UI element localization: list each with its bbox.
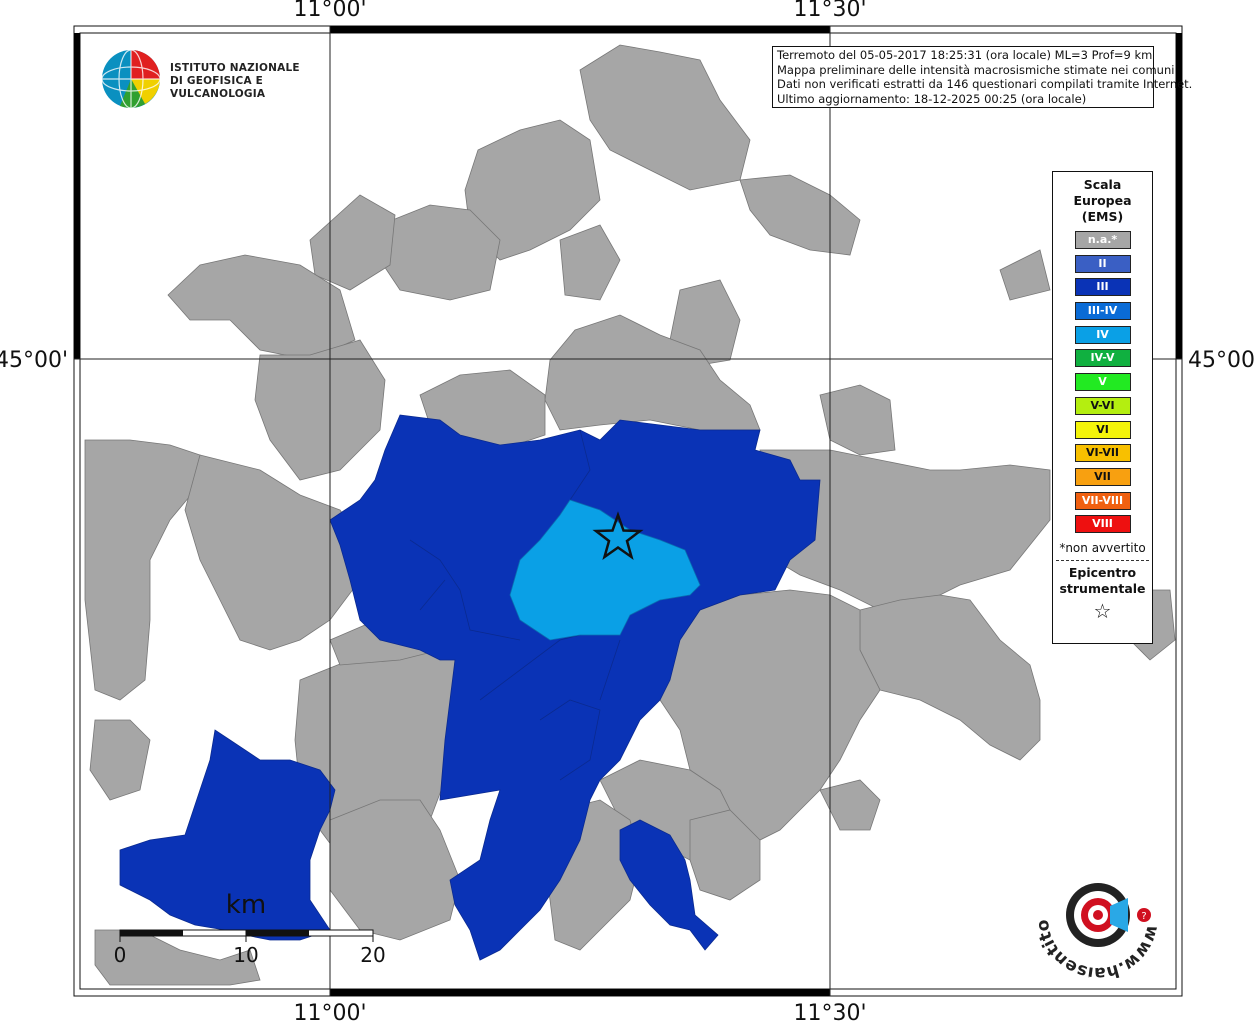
legend-item: IV (1074, 325, 1131, 344)
coord-label-bottom-left: 11°00' (293, 1001, 366, 1024)
legend-title-line3: (EMS) (1081, 209, 1124, 224)
municipalities-na (84, 44, 1176, 986)
ingv-logo-text: ISTITUTO NAZIONALE DI GEOFISICA E VULCAN… (170, 62, 330, 101)
scale-bar-label-10: 10 (233, 943, 258, 967)
legend-item: V (1074, 373, 1131, 392)
legend-epicenter-line1: Epicentro (1068, 565, 1137, 581)
legend-epicenter-line2: strumentale (1059, 581, 1146, 597)
info-line-map-desc: Mappa preliminare delle intensità macros… (777, 62, 1175, 77)
info-line-last-update: Ultimo aggiornamento: 18-12-2025 00:25 (… (777, 91, 1087, 106)
legend-title-line1: Scala (1083, 177, 1122, 192)
legend-item: n.a.* (1074, 231, 1131, 249)
coord-label-top-right: 11°30' (793, 0, 866, 22)
frame-bar-top (330, 26, 830, 33)
haisentito-logo: ? www.haisentitoilterremoto.it (1038, 858, 1158, 978)
legend-item: VII-VIII (1074, 491, 1131, 510)
ingv-logo: ISTITUTO NAZIONALE DI GEOFISICA E VULCAN… (100, 48, 330, 110)
legend-item: VI (1074, 420, 1131, 439)
coord-label-bottom-right: 11°30' (793, 1001, 866, 1024)
ingv-logo-line1: ISTITUTO NAZIONALE (170, 62, 300, 74)
svg-text:?: ? (1141, 911, 1146, 922)
municipality-intensity-iv (509, 499, 701, 641)
legend-item: VII (1074, 467, 1131, 486)
info-line-event: Terremoto del 05-05-2017 18:25:31 (ora l… (777, 48, 1153, 62)
coord-label-left: 45°00' (0, 348, 68, 373)
info-line-data-source: Dati non verificati estratti da 146 ques… (777, 77, 1193, 91)
scale-bar-unit: km (226, 890, 266, 920)
legend-item: VIII (1074, 515, 1131, 534)
legend-item: V-VI (1074, 396, 1131, 415)
grid-lines (74, 26, 1182, 996)
earthquake-info-box: Terremoto del 05-05-2017 18:25:31 (ora l… (772, 46, 1193, 108)
legend-title-line2: Europea (1073, 193, 1132, 208)
coord-label-right: 45°00' (1188, 348, 1255, 373)
legend-item: II (1074, 254, 1131, 273)
globe-icon (101, 49, 161, 109)
scale-bar-label-20: 20 (360, 943, 385, 967)
legend-items: n.a.* II III III-IV IV IV-V V V-VI VI VI-VII VII VI… (1053, 231, 1152, 534)
legend-note: *non avvertito (1059, 541, 1146, 556)
legend-item: IV-V (1074, 349, 1131, 368)
scale-bar: km 0 10 20 (114, 890, 386, 967)
legend-title: Scala Europea (EMS) (1053, 177, 1152, 225)
municipalities-intensity-iii (119, 414, 821, 961)
legend-star-icon: ☆ (1093, 599, 1112, 624)
legend-epicenter-title: Epicentro strumentale (1053, 565, 1152, 597)
ingv-logo-line2: DI GEOFISICA E VULCANOLOGIA (170, 75, 266, 100)
frame-bar-right (1176, 33, 1182, 359)
legend-item: III-IV (1074, 302, 1131, 321)
coord-label-top-left: 11°00' (293, 0, 366, 22)
frame-bar-left (74, 33, 80, 359)
ems-legend: Scala Europea (EMS) n.a.* II III III-IV IV IV… (1052, 171, 1153, 644)
legend-separator (1056, 560, 1149, 562)
haisentito-logo-icon: ? www.haisentitoilterremoto.it (1038, 858, 1158, 978)
scale-bar-label-0: 0 (114, 943, 127, 967)
frame-bar-bottom (330, 989, 830, 996)
legend-item: III (1074, 278, 1131, 297)
legend-item: VI-VII (1074, 444, 1131, 463)
epicenter-star-icon (592, 511, 644, 561)
